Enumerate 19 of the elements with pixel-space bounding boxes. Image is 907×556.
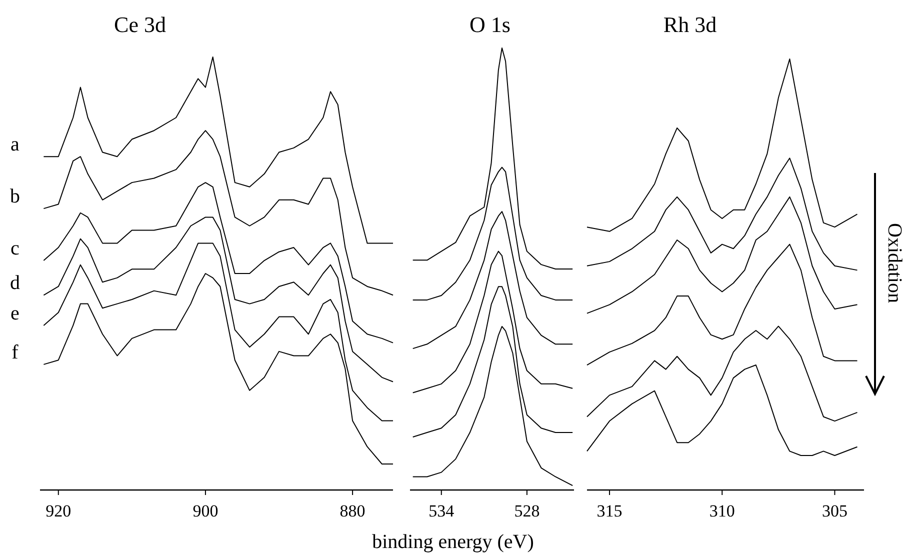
x-tick-label: 315: [596, 502, 622, 521]
x-tick-label: 880: [340, 502, 366, 521]
series-label: f: [12, 341, 19, 364]
x-tick-label: 310: [709, 502, 735, 521]
text: Oxidation: [883, 223, 906, 303]
x-tick-label: 534: [428, 502, 455, 521]
x-tick-label: 900: [192, 502, 218, 521]
series-label: c: [10, 238, 20, 260]
series-label: b: [10, 186, 20, 208]
series-label: d: [10, 272, 20, 294]
x-axis-title: binding energy (eV): [372, 531, 534, 553]
x-tick-label: 920: [46, 502, 72, 521]
chart-title: Ce 3d: [114, 12, 166, 37]
chart-title: Rh 3d: [663, 12, 717, 37]
chart-title: O 1s: [470, 12, 510, 37]
x-tick-label: 528: [514, 502, 540, 521]
series-label: e: [10, 302, 20, 324]
series-label: a: [10, 134, 20, 156]
x-tick-label: 305: [822, 502, 848, 521]
